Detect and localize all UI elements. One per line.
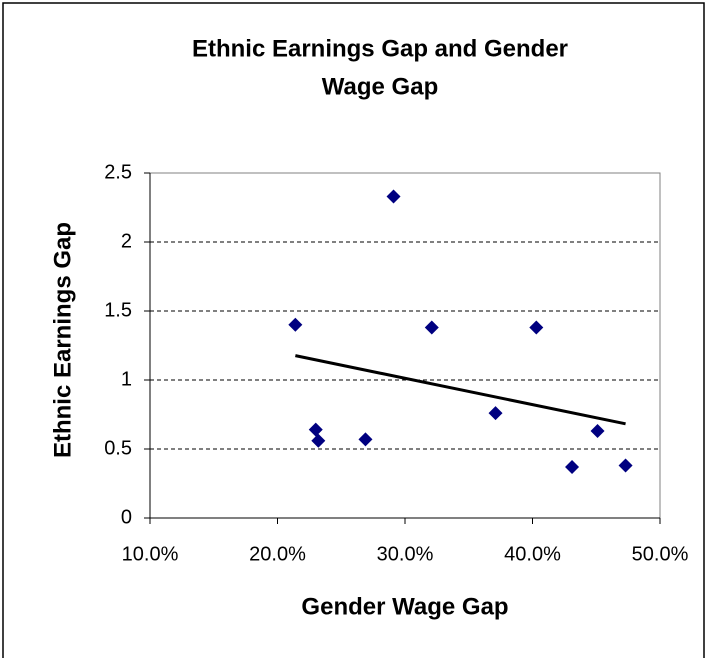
point: [618, 458, 633, 473]
x-tick-label: 30.0%: [377, 543, 434, 565]
y-tick-label: 2.5: [104, 161, 132, 183]
chart-title: Ethnic Earnings Gap and Gender: [192, 35, 568, 62]
point: [308, 422, 323, 437]
y-tick-label: 0: [121, 506, 132, 528]
x-tick-label: 10.0%: [122, 543, 179, 565]
point: [590, 424, 605, 439]
x-tick-label: 20.0%: [249, 543, 306, 565]
x-axis-title: Gender Wage Gap: [301, 593, 508, 620]
y-tick-label: 0.5: [104, 437, 132, 459]
y-tick-label: 1.5: [104, 299, 132, 321]
y-tick-label: 2: [121, 230, 132, 252]
point: [386, 189, 401, 204]
point: [288, 317, 303, 332]
plot-area: [149, 172, 661, 519]
y-tick-label: 1: [121, 368, 132, 390]
trendline: [295, 354, 626, 426]
chart-title: Wage Gap: [322, 73, 438, 100]
point: [488, 406, 503, 421]
point: [529, 320, 544, 335]
x-tick-label: 40.0%: [504, 543, 561, 565]
point: [424, 320, 439, 335]
point: [358, 432, 373, 447]
y-axis-title: Ethnic Earnings Gap: [49, 222, 76, 458]
y-axis-title-clip: Ethnic Earnings Gap: [49, 222, 76, 458]
point: [565, 459, 580, 474]
x-tick-label: 50.0%: [632, 543, 689, 565]
point: [311, 433, 326, 448]
